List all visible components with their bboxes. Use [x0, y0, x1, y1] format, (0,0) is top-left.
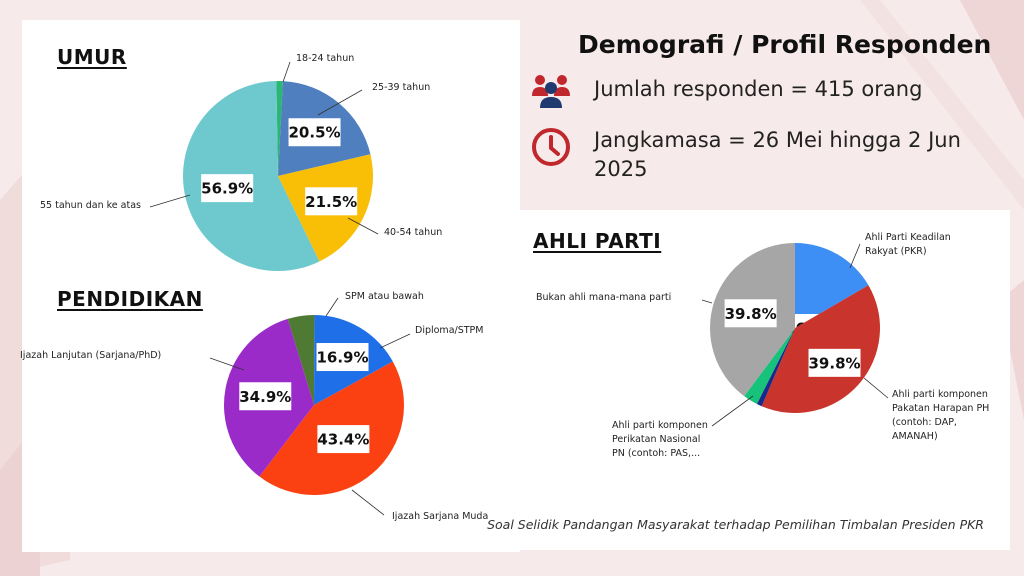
chart-title-pendidikan: PENDIDIKAN [57, 287, 203, 311]
data-label-1-1: 16.9% [316, 349, 368, 367]
leader-line-2-4 [701, 299, 713, 304]
chart-title-umur: UMUR [57, 45, 127, 69]
data-label-box-0-3 [201, 174, 254, 203]
pie-slice-2-3 [744, 328, 795, 404]
data-label-1-2: 43.4% [317, 431, 369, 449]
pie-slice-1-0 [287, 314, 315, 405]
footer-note: Soal Selidik Pandangan Masyarakat terhad… [487, 517, 984, 532]
data-label-2-1: 39.8% [809, 354, 861, 372]
data-label-1-3: 34.9% [239, 388, 291, 406]
category-label-2-4: Bukan ahli mana-mana parti [536, 292, 671, 303]
data-label-box-2-4 [724, 299, 777, 328]
category-label-1-1: Diploma/STPM [415, 325, 483, 336]
leader-line-2-3 [711, 395, 754, 427]
respondents-row: Jumlah responden = 415 orang [530, 70, 984, 112]
category-label-1-2: Ijazah Sarjana Muda [392, 511, 488, 522]
category-label-2-1: Ahli parti komponen Pakatan Harapan PH (co… [892, 389, 989, 442]
category-label-0-1: 25-39 tahun [372, 82, 430, 93]
leader-line-1-2 [351, 489, 385, 516]
pie-slice-2-2 [756, 328, 795, 407]
page-title: Demografi / Profil Responden [578, 30, 992, 59]
people-group-icon [532, 75, 570, 108]
data-label-box-0-1 [288, 118, 341, 147]
period-text: Jangkamasa = 26 Mei hingga 2 Jun 2025 [594, 128, 961, 181]
data-label-0-1: 20.5% [289, 124, 341, 142]
data-label-box-1-2 [317, 425, 370, 454]
data-label-box-2-1 [808, 348, 861, 377]
data-label-0-3: 56.9% [201, 180, 253, 198]
leader-line-2-1 [863, 377, 889, 399]
data-label-box-0-2 [305, 187, 358, 216]
category-label-0-2: 40-54 tahun [384, 227, 442, 238]
category-label-1-0: SPM atau bawah [345, 291, 424, 302]
pie-slice-2-0 [795, 243, 869, 328]
leader-line-0-3 [149, 194, 191, 208]
period-row: Jangkamasa = 26 Mei hingga 2 Jun 2025 [530, 126, 984, 184]
respondents-text: Jumlah responden = 415 orang [594, 77, 923, 101]
leader-line-0-1 [317, 89, 363, 116]
category-label-2-3: Ahli parti komponen Perikatan Nasional PN … [612, 420, 708, 459]
leader-line-1-1 [379, 333, 411, 349]
chart-title-ahli-parti: AHLI PARTI [533, 229, 662, 253]
category-label-1-3: Ijazah Lanjutan (Sarjana/PhD) [20, 350, 161, 361]
data-label-0-2: 21.5% [305, 193, 357, 211]
data-label-2-4: 39.8% [725, 305, 777, 323]
leader-line-1-3 [209, 357, 245, 371]
leader-line-1-0 [325, 297, 339, 317]
data-label-box-1-1 [316, 343, 369, 372]
data-label-box-1-3 [239, 382, 292, 411]
leader-line-0-2 [347, 217, 379, 235]
pie-slice-0-0 [276, 80, 283, 176]
category-label-0-3: 55 tahun dan ke atas [40, 200, 141, 211]
leader-line-2-0 [849, 243, 861, 269]
leader-line-0-0 [282, 61, 291, 83]
category-label-0-0: 18-24 tahun [296, 53, 354, 64]
clock-icon [532, 128, 570, 166]
category-label-2-0: Ahli Parti Keadilan Rakyat (PKR) [865, 232, 951, 257]
